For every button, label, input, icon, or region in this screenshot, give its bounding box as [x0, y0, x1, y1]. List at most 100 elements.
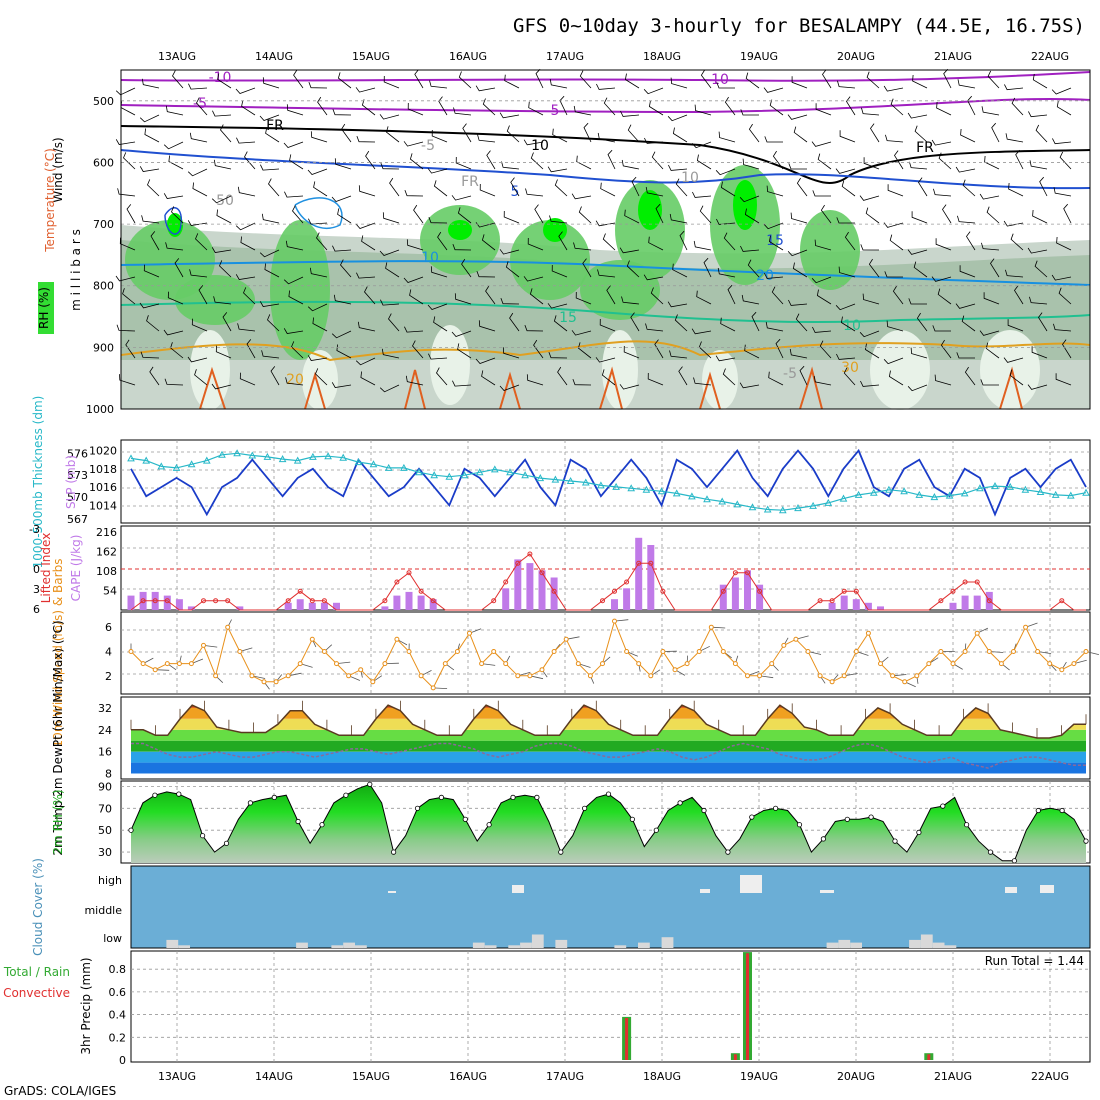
thickness-point	[581, 478, 590, 486]
li-point	[660, 588, 666, 594]
thickness-point	[991, 482, 999, 490]
li-point	[382, 598, 388, 604]
wind-barb	[220, 124, 232, 143]
wind-barb	[427, 168, 448, 174]
wind-barb	[211, 195, 232, 204]
wind-barb	[1029, 296, 1048, 305]
wind-barb	[942, 204, 952, 224]
li-line	[130, 553, 1086, 611]
wind-barb	[355, 357, 376, 366]
contour-label: 15	[559, 310, 577, 326]
wind-barb	[672, 127, 688, 143]
wind-barb	[499, 384, 520, 391]
thickness-point	[945, 491, 954, 499]
wind-barb	[291, 341, 304, 359]
wind-barb	[525, 188, 544, 197]
wind-barb	[1056, 100, 1072, 116]
thickness-point	[1051, 490, 1060, 498]
contour-15	[120, 300, 1091, 324]
wind-speed-point	[1083, 649, 1089, 654]
wind-speed-point	[587, 673, 593, 679]
wind-barb	[264, 263, 280, 278]
thickness-point	[460, 471, 469, 479]
wind-barb	[187, 356, 208, 363]
wind-barb	[720, 317, 736, 332]
wind-barb	[236, 137, 256, 144]
cross-section-panel: -10-5FR510152010-5FR510152010305010-5FR …	[37, 68, 1091, 416]
wind-barb	[167, 291, 184, 305]
wind-barb	[547, 303, 568, 309]
wind-barb	[509, 312, 520, 332]
wind-barb	[835, 303, 856, 311]
precip-tick-label: 0	[119, 1054, 126, 1067]
wind-speed-point	[853, 649, 859, 654]
rh-dry-patch	[980, 330, 1040, 410]
wind-barb	[894, 150, 904, 170]
wind-barb	[404, 326, 424, 333]
wind-barb	[163, 329, 184, 336]
rh-blob-high	[638, 190, 662, 230]
wind-speed-point	[527, 673, 533, 679]
wind-barb	[691, 328, 712, 335]
cape-tick-label: 162	[96, 546, 117, 559]
wind-barb	[766, 185, 784, 197]
li-point	[164, 598, 170, 604]
wind-barb	[1051, 87, 1072, 95]
wind-barb	[693, 377, 712, 386]
wind-barb	[1010, 233, 1024, 251]
wind-barb	[451, 330, 472, 337]
cape-bar	[973, 595, 981, 610]
wind-barb	[165, 242, 184, 251]
wind-barb	[461, 258, 472, 278]
wind-barb	[165, 105, 184, 116]
wind-speed-point	[769, 661, 775, 667]
contour-label: 30	[841, 360, 859, 376]
rh-point	[772, 805, 779, 811]
thickness-point	[354, 458, 363, 466]
pressure-tick-label: 500	[93, 95, 114, 108]
wind-speed-point	[503, 661, 509, 667]
thickness-point	[733, 500, 742, 508]
wind-barb	[865, 207, 880, 224]
wind-barb	[626, 260, 640, 278]
rh-point	[701, 807, 707, 814]
li-point	[648, 560, 654, 566]
wind-barb	[431, 129, 448, 143]
wind-barb	[788, 163, 807, 170]
wind-barb	[528, 101, 544, 116]
wind-barb	[534, 204, 544, 224]
rh-tick-label: 90	[98, 780, 112, 793]
thickness-point	[703, 495, 711, 503]
wind-barb	[123, 152, 136, 170]
wind-barb	[979, 193, 1000, 200]
wind-barb	[428, 216, 448, 224]
rh2m-axis-label: 2m RH (%)	[51, 789, 65, 854]
wind-barb	[379, 114, 400, 120]
wind-barb	[908, 298, 927, 305]
wind-barb	[788, 299, 808, 306]
wind-barb	[668, 164, 688, 171]
rh-point	[796, 822, 803, 828]
rh-point	[558, 849, 564, 855]
li-point	[213, 598, 219, 604]
top-date-label: 16AUG	[449, 50, 487, 63]
wind-axis-label: Wind (m/s)	[51, 137, 65, 202]
cape-bar	[538, 570, 546, 610]
wind-barb	[143, 264, 160, 278]
wind-barb	[790, 212, 808, 224]
wind-barb	[796, 177, 808, 197]
rh-point	[629, 816, 636, 822]
wind-barb	[499, 112, 520, 119]
high-cloud-bar	[740, 875, 762, 893]
bottom-date-label: 19AUG	[740, 1070, 778, 1083]
wind-speed-point	[491, 649, 497, 654]
wind-barb	[791, 76, 808, 89]
precip-convective-bar	[927, 1054, 931, 1060]
top-date-label: 18AUG	[643, 50, 681, 63]
thickness-point	[263, 452, 272, 460]
wind-barb	[501, 161, 520, 170]
wind-barb	[1003, 357, 1024, 363]
wind-barb	[237, 186, 256, 197]
bottom-date-label: 22AUG	[1031, 1070, 1069, 1083]
thickness-point	[960, 489, 969, 497]
